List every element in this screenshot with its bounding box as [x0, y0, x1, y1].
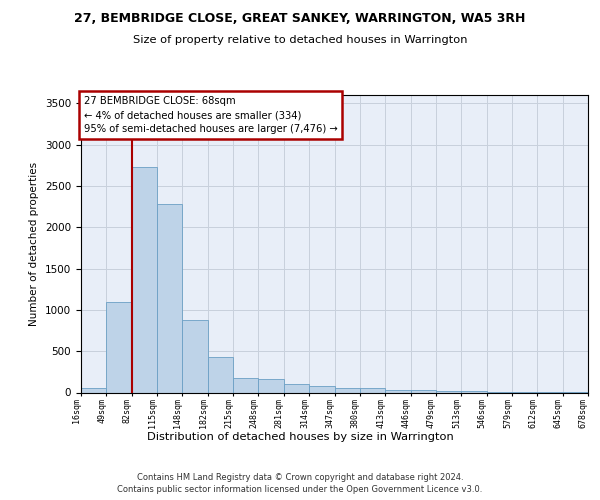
Bar [436, 391, 461, 392]
Text: 27 BEMBRIDGE CLOSE: 68sqm
← 4% of detached houses are smaller (334)
95% of semi-: 27 BEMBRIDGE CLOSE: 68sqm ← 4% of detach… [83, 96, 337, 134]
Text: 27, BEMBRIDGE CLOSE, GREAT SANKEY, WARRINGTON, WA5 3RH: 27, BEMBRIDGE CLOSE, GREAT SANKEY, WARRI… [74, 12, 526, 26]
Text: Size of property relative to detached houses in Warrington: Size of property relative to detached ho… [133, 35, 467, 45]
Text: Contains HM Land Registry data © Crown copyright and database right 2024.
Contai: Contains HM Land Registry data © Crown c… [118, 472, 482, 494]
Bar [335, 388, 360, 392]
Bar [360, 388, 385, 392]
Bar [157, 204, 182, 392]
Text: Distribution of detached houses by size in Warrington: Distribution of detached houses by size … [146, 432, 454, 442]
Bar [309, 386, 335, 392]
Bar [208, 357, 233, 392]
Bar [106, 302, 132, 392]
Bar [132, 167, 157, 392]
Bar [233, 378, 259, 392]
Bar [410, 390, 436, 392]
Bar [182, 320, 208, 392]
Bar [81, 388, 106, 392]
Bar [385, 390, 410, 392]
Bar [284, 384, 309, 392]
Y-axis label: Number of detached properties: Number of detached properties [29, 162, 40, 326]
Bar [259, 379, 284, 392]
